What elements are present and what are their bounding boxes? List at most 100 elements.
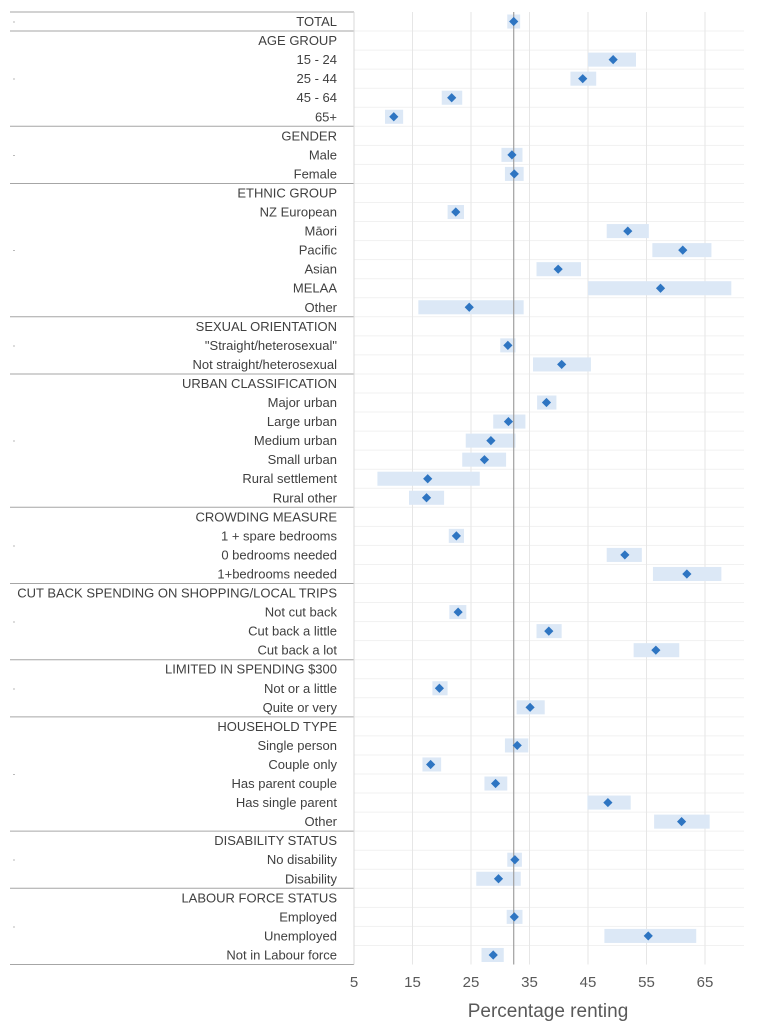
row-label: "Straight/heterosexual" — [205, 338, 337, 353]
row-label: 15 - 24 — [297, 52, 337, 67]
data-point-marker — [479, 455, 490, 465]
row-label: Small urban — [268, 452, 337, 467]
row-label: Medium urban — [254, 433, 337, 448]
x-tick-label: 65 — [697, 974, 714, 991]
row-bands — [354, 30, 744, 946]
group-header-label: HOUSEHOLD TYPE — [217, 719, 337, 734]
data-point-marker — [623, 226, 633, 236]
data-point-marker — [678, 245, 688, 255]
row-label: Not or a little — [264, 681, 337, 696]
row-label: Other — [304, 814, 337, 829]
x-tick-label: 35 — [521, 974, 538, 991]
group-marker: · — [13, 340, 16, 350]
group-header-label: CUT BACK SPENDING ON SHOPPING/LOCAL TRIP… — [17, 586, 337, 601]
group-header-label: LABOUR FORCE STATUS — [181, 890, 337, 905]
data-point-marker — [553, 264, 563, 274]
data-point-marker — [509, 16, 519, 27]
row-label: Female — [294, 166, 337, 181]
group-header-label: TOTAL — [296, 14, 337, 29]
group-header-label: LIMITED IN SPENDING $300 — [165, 662, 337, 677]
x-tick-label: 15 — [404, 974, 421, 991]
row-label: Has single parent — [236, 795, 338, 810]
data-point-marker — [493, 874, 504, 884]
data-point-marker — [451, 531, 461, 541]
group-header-label: CROWDING MEASURE — [195, 509, 337, 524]
data-point-marker — [603, 797, 613, 808]
row-label: 0 bedrooms needed — [221, 547, 337, 562]
data-point-marker — [682, 569, 692, 579]
group-marker: · — [13, 74, 16, 84]
group-header-label: URBAN CLASSIFICATION — [182, 376, 337, 391]
row-label: Māori — [304, 224, 337, 239]
data-point-marker — [507, 150, 517, 160]
group-marker: · — [13, 540, 16, 550]
row-label: Not in Labour force — [226, 947, 337, 962]
group-marker: · — [13, 683, 16, 693]
group-marker: · — [13, 921, 16, 931]
x-axis-title: Percentage renting — [468, 1001, 629, 1022]
data-point-marker — [389, 112, 399, 122]
row-label: 25 - 44 — [297, 71, 337, 86]
row-label: Major urban — [268, 395, 337, 410]
data-point-marker — [426, 759, 436, 770]
data-point-marker — [503, 416, 514, 427]
group-header-label: DISABILITY STATUS — [214, 833, 337, 848]
group-header-label: GENDER — [281, 128, 337, 143]
x-tick-label: 55 — [638, 974, 655, 991]
row-label: No disability — [267, 852, 338, 867]
group-marker: · — [13, 855, 16, 865]
row-label: Employed — [279, 909, 337, 924]
data-point-marker — [643, 931, 653, 941]
data-point-marker — [510, 855, 520, 865]
data-point-marker — [447, 93, 457, 103]
row-label: Not straight/heterosexual — [192, 357, 337, 372]
data-point-marker — [488, 950, 498, 960]
group-marker: · — [13, 769, 16, 779]
data-point-marker — [423, 474, 433, 484]
group-marker: · — [13, 245, 16, 255]
group-header-label: ETHNIC GROUP — [237, 185, 337, 200]
row-label: Not cut back — [265, 605, 338, 620]
row-label: MELAA — [293, 281, 337, 296]
data-point-marker — [453, 607, 463, 617]
row-label: Has parent couple — [231, 776, 337, 791]
data-point-marker — [525, 702, 535, 712]
row-label: Single person — [258, 738, 338, 753]
row-label: Rural other — [273, 490, 338, 505]
data-point-marker — [434, 683, 445, 693]
data-point-marker — [608, 55, 618, 65]
row-label: Asian — [304, 262, 337, 277]
row-label: Rural settlement — [242, 471, 337, 486]
group-marker: · — [13, 617, 16, 627]
row-labels: · · · · · · · · · · · · TOTAL AGE GROUP 15 - 24 25 - 44… — [10, 11, 355, 965]
row-label: Disability — [285, 871, 338, 886]
row-label: NZ European — [260, 205, 337, 220]
data-point-marker — [486, 436, 496, 446]
row-label: 65+ — [315, 109, 337, 124]
row-label: Cut back a lot — [258, 643, 338, 658]
data-point-marker — [578, 74, 588, 84]
row-label: 1+bedrooms needed — [217, 566, 337, 581]
data-point-marker — [655, 283, 666, 293]
data-point-marker — [651, 645, 661, 655]
data-point-marker — [677, 817, 687, 827]
group-header-label: SEXUAL ORIENTATION — [196, 319, 337, 334]
row-label: 1 + spare bedrooms — [221, 528, 337, 543]
data-point-marker — [512, 740, 522, 751]
x-tick-label: 25 — [463, 974, 480, 991]
data-point-marker — [464, 302, 474, 312]
group-header-label: AGE GROUP — [258, 33, 337, 48]
data-point-marker — [544, 626, 554, 636]
data-point-marker — [509, 169, 519, 179]
row-label: Quite or very — [263, 700, 338, 715]
row-label: Cut back a little — [248, 624, 337, 639]
row-label: Pacific — [299, 243, 338, 258]
data-point-marker — [503, 340, 513, 350]
data-point-marker — [620, 550, 630, 560]
row-label: Unemployed — [264, 928, 337, 943]
row-label: Male — [309, 147, 337, 162]
row-label: Large urban — [267, 414, 337, 429]
row-label: 45 - 64 — [297, 90, 337, 105]
row-label: Couple only — [268, 757, 337, 772]
